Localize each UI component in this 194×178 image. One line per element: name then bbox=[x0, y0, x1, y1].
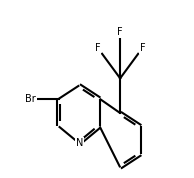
Text: F: F bbox=[117, 27, 123, 37]
Text: F: F bbox=[139, 43, 145, 53]
Text: F: F bbox=[95, 43, 101, 53]
Text: N: N bbox=[75, 138, 83, 148]
Text: Br: Br bbox=[25, 94, 36, 104]
